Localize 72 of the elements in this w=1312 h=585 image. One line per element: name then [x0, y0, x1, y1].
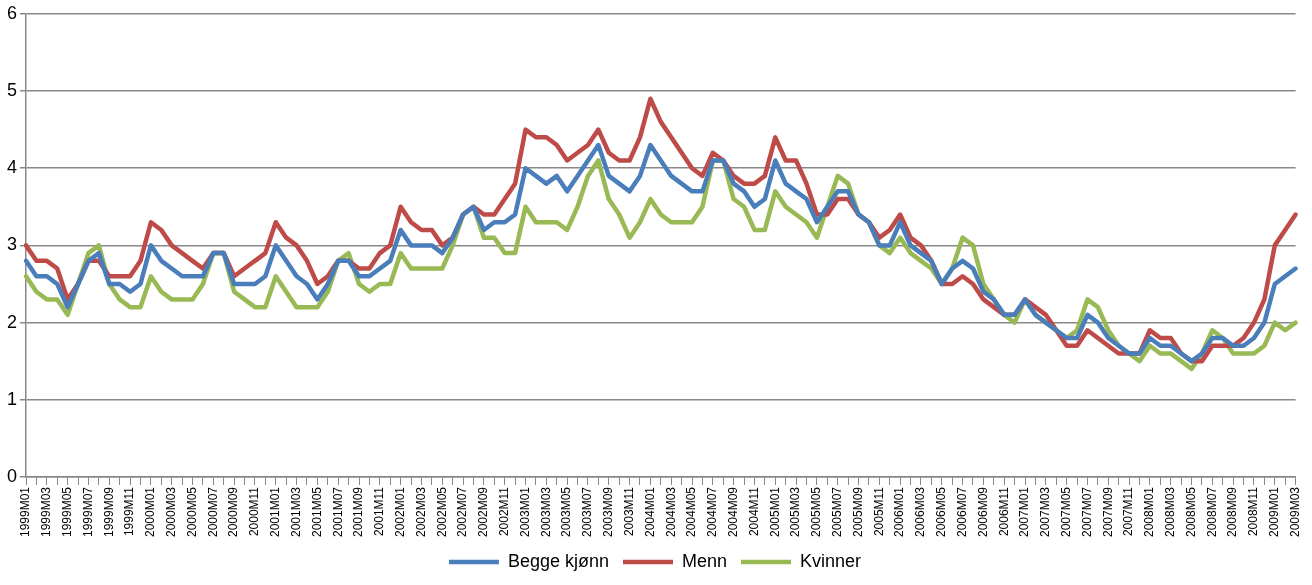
- y-tick-label: 1: [7, 388, 18, 409]
- x-tick-label: 2007M03: [1038, 486, 1053, 538]
- x-tick-label: 2003M05: [559, 486, 574, 538]
- x-tick-label: 2005M05: [809, 486, 824, 538]
- x-tick-label: 2006M07: [954, 486, 969, 538]
- x-tick-label: 2004M01: [642, 486, 657, 538]
- x-tick-label: 2003M09: [601, 486, 616, 538]
- x-tick-label: 2004M05: [684, 486, 699, 538]
- x-tick-label: 2005M07: [830, 486, 845, 538]
- x-tick-label: 2001M01: [268, 486, 283, 538]
- x-tick-label: 2007M05: [1058, 486, 1073, 538]
- x-tick-label: 2003M11: [621, 486, 636, 537]
- x-tick-label: 2004M09: [725, 486, 740, 538]
- y-tick-label: 0: [7, 465, 18, 486]
- x-tick-label: 2008M07: [1204, 486, 1219, 538]
- x-tick-label: 2002M09: [476, 486, 491, 538]
- x-tick-label: 2006M09: [975, 486, 990, 538]
- x-tick-label: 2001M09: [351, 486, 366, 538]
- x-tick-label: 2001M03: [288, 486, 303, 538]
- legend-label: Menn: [682, 550, 728, 571]
- x-tick-label: 2008M03: [1163, 486, 1178, 538]
- x-tick-label: 2000M03: [164, 486, 179, 538]
- x-tick-label: 2008M11: [1246, 486, 1261, 537]
- x-tick-label: 2003M07: [580, 486, 595, 538]
- x-tick-label: 2004M03: [663, 486, 678, 538]
- x-tick-label: 2000M01: [143, 486, 158, 538]
- x-tick-label: 2002M07: [455, 486, 470, 538]
- x-tick-label: 2008M01: [1142, 486, 1157, 538]
- x-tick-label: 2002M05: [434, 486, 449, 538]
- x-tick-label: 2004M07: [705, 486, 720, 538]
- x-tick-label: 1999M05: [59, 486, 74, 538]
- x-tick-label: 2006M01: [892, 486, 907, 538]
- x-tick-label: 2005M09: [850, 486, 865, 538]
- x-tick-label: 2001M05: [309, 486, 324, 538]
- y-tick-label: 3: [7, 234, 18, 255]
- x-tick-label: 2009M03: [1287, 486, 1302, 538]
- x-tick-label: 2000M11: [247, 486, 262, 537]
- x-tick-label: 2000M07: [205, 486, 220, 538]
- x-tick-label: 2003M01: [517, 486, 532, 538]
- x-tick-label: 2008M09: [1225, 486, 1240, 538]
- legend-label: Begge kjønn: [507, 550, 610, 571]
- x-tick-label: 2007M11: [1121, 486, 1136, 537]
- x-tick-label: 2007M01: [1017, 486, 1032, 538]
- x-tick-label: 2008M05: [1183, 486, 1198, 538]
- x-tick-label: 2001M07: [330, 486, 345, 538]
- x-tick-label: 2006M05: [934, 486, 949, 538]
- x-tick-label: 2002M03: [413, 486, 428, 538]
- y-tick-label: 6: [7, 2, 18, 23]
- x-tick-label: 2005M11: [871, 486, 886, 537]
- x-tick-label: 2006M03: [913, 486, 928, 538]
- x-tick-label: 2006M11: [996, 486, 1011, 537]
- x-tick-label: 2007M07: [1079, 486, 1094, 538]
- x-tick-label: 2000M09: [226, 486, 241, 538]
- x-tick-label: 2009M01: [1267, 486, 1282, 538]
- y-tick-label: 5: [7, 79, 18, 100]
- x-tick-label: 1999M07: [80, 486, 95, 538]
- x-tick-label: 2000M05: [184, 486, 199, 538]
- x-tick-label: 1999M09: [101, 486, 116, 538]
- x-tick-label: 1999M01: [18, 486, 33, 538]
- y-tick-label: 4: [7, 157, 18, 178]
- x-tick-label: 2001M11: [372, 486, 387, 537]
- x-tick-label: 2004M11: [746, 486, 761, 537]
- y-tick-label: 2: [7, 311, 18, 332]
- legend-label: Kvinner: [800, 550, 862, 571]
- x-tick-label: 1999M11: [122, 486, 137, 537]
- x-tick-label: 2003M03: [538, 486, 553, 538]
- x-tick-label: 2005M03: [788, 486, 803, 538]
- x-tick-label: 2007M09: [1100, 486, 1115, 538]
- x-tick-label: 2005M01: [767, 486, 782, 538]
- x-tick-label: 1999M03: [39, 486, 54, 538]
- x-tick-label: 2002M11: [497, 486, 512, 537]
- x-tick-label: 2002M01: [392, 486, 407, 538]
